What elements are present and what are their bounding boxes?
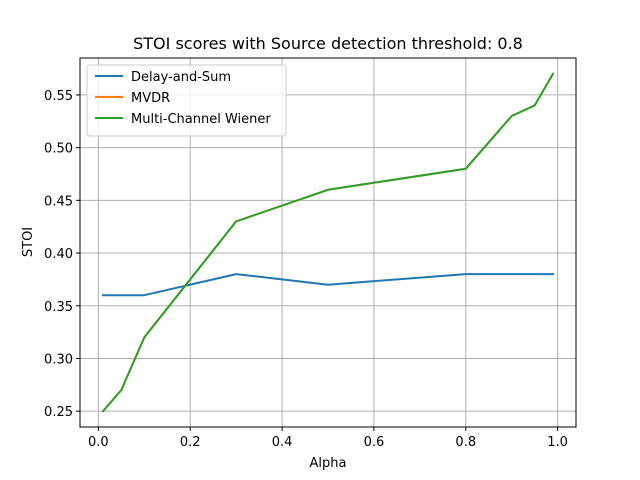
series-lines	[101, 72, 555, 413]
chart-title: STOI scores with Source detection thresh…	[133, 34, 523, 53]
legend-box	[86, 64, 287, 137]
y-tick-label: 0.45	[44, 194, 73, 209]
legend-entry: Delay-and-Sum	[131, 70, 231, 85]
y-tick-label: 0.55	[44, 89, 73, 104]
y-tick-label: 0.50	[44, 142, 73, 157]
y-tick-label: 0.25	[44, 405, 73, 420]
plot-frame	[79, 57, 577, 428]
x-tick-label: 0.4	[272, 435, 293, 450]
legend-entry: MVDR	[131, 91, 170, 106]
legend: Delay-and-Sum MVDR Multi-Channel Wiener	[86, 64, 287, 137]
axis-ticks: 0.0 0.2 0.4 0.6 0.8 1.0 0.25 0.30 0.35 0.40 0.45 0.…	[44, 89, 568, 450]
x-tick-label: 0.0	[88, 435, 109, 450]
y-tick-label: 0.35	[44, 300, 73, 315]
y-tick-label: 0.40	[44, 247, 73, 262]
x-tick-label: 0.2	[180, 435, 201, 450]
x-tick-label: 0.6	[364, 435, 385, 450]
series-line-delay-and-sum	[102, 273, 554, 297]
y-axis-label: STOI	[21, 227, 36, 257]
x-tick-label: 1.0	[547, 435, 568, 450]
x-axis-label: Alpha	[310, 456, 347, 471]
x-tick-label: 0.8	[455, 435, 476, 450]
legend-entry: Multi-Channel Wiener	[131, 112, 271, 127]
series-line-multi-channel-wiener	[101, 72, 555, 413]
y-tick-label: 0.30	[44, 352, 73, 367]
